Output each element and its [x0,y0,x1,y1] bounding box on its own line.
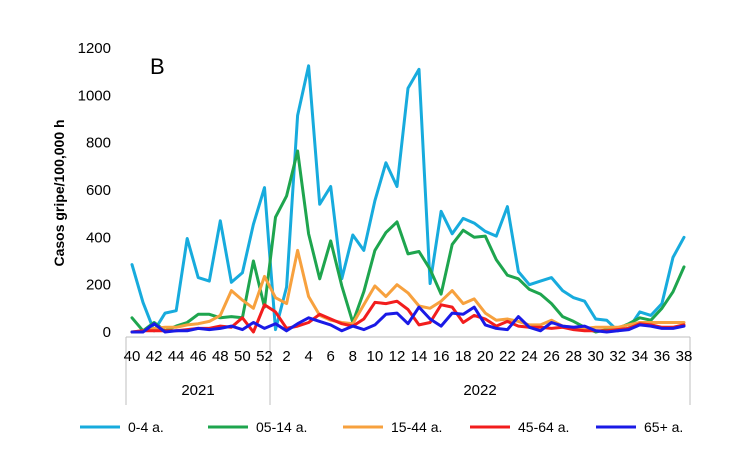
x-tick-label: 28 [565,348,582,365]
x-tick-label: 46 [190,348,207,365]
legend-label: 45-64 a. [518,419,569,435]
y-axis-ticks: 0 200 400 600 800 1000 1200 [78,40,111,341]
series-lines [130,64,686,334]
x-tick-label: 44 [168,348,185,365]
legend: 0-4 a. 05-14 a. 15-44 a. 45-64 a. 65+ a. [80,419,683,435]
y-tick-label: 1000 [78,87,111,104]
x-tick-label: 38 [676,348,693,365]
year-label: 2022 [463,382,496,399]
x-tick-label: 8 [349,348,357,365]
x-tick-label: 42 [146,348,163,365]
y-axis-label: Casos gripe/100,000 h [51,119,67,266]
x-axis: 40 42 44 46 48 50 52 2 4 6 8 10 12 14 16 18 20 22 24 26 28 30… [124,336,693,405]
x-tick-label: 12 [389,348,406,365]
x-tick-label: 20 [477,348,494,365]
x-tick-label: 2 [282,348,290,365]
x-tick-label: 48 [212,348,229,365]
y-tick-label: 800 [86,135,111,152]
x-tick-label: 26 [543,348,560,365]
y-tick-label: 1200 [78,40,111,57]
x-tick-label: 10 [367,348,384,365]
y-tick-label: 0 [103,324,111,341]
x-tick-label: 24 [521,348,538,365]
x-tick-label: 50 [234,348,251,365]
x-tick-label: 4 [304,348,312,365]
x-tick-label: 36 [654,348,671,365]
y-tick-label: 600 [86,182,111,199]
legend-label: 0-4 a. [128,419,164,435]
x-tick-label: 40 [124,348,141,365]
y-tick-label: 400 [86,229,111,246]
panel-label: B [150,54,165,79]
series-line [130,305,686,334]
legend-label: 05-14 a. [256,419,307,435]
x-tick-label: 16 [433,348,450,365]
year-label: 2021 [181,382,214,399]
legend-label: 15-44 a. [391,419,442,435]
x-tick-label: 32 [609,348,626,365]
x-tick-label: 14 [411,348,428,365]
x-tick-label: 6 [327,348,335,365]
series-line [130,149,686,334]
legend-label: 65+ a. [644,419,683,435]
y-tick-label: 200 [86,277,111,294]
x-tick-label: 52 [256,348,273,365]
x-tick-label: 30 [587,348,604,365]
x-tick-label: 18 [455,348,472,365]
x-tick-label: 22 [499,348,516,365]
series-line [130,64,686,333]
x-tick-label: 34 [631,348,648,365]
